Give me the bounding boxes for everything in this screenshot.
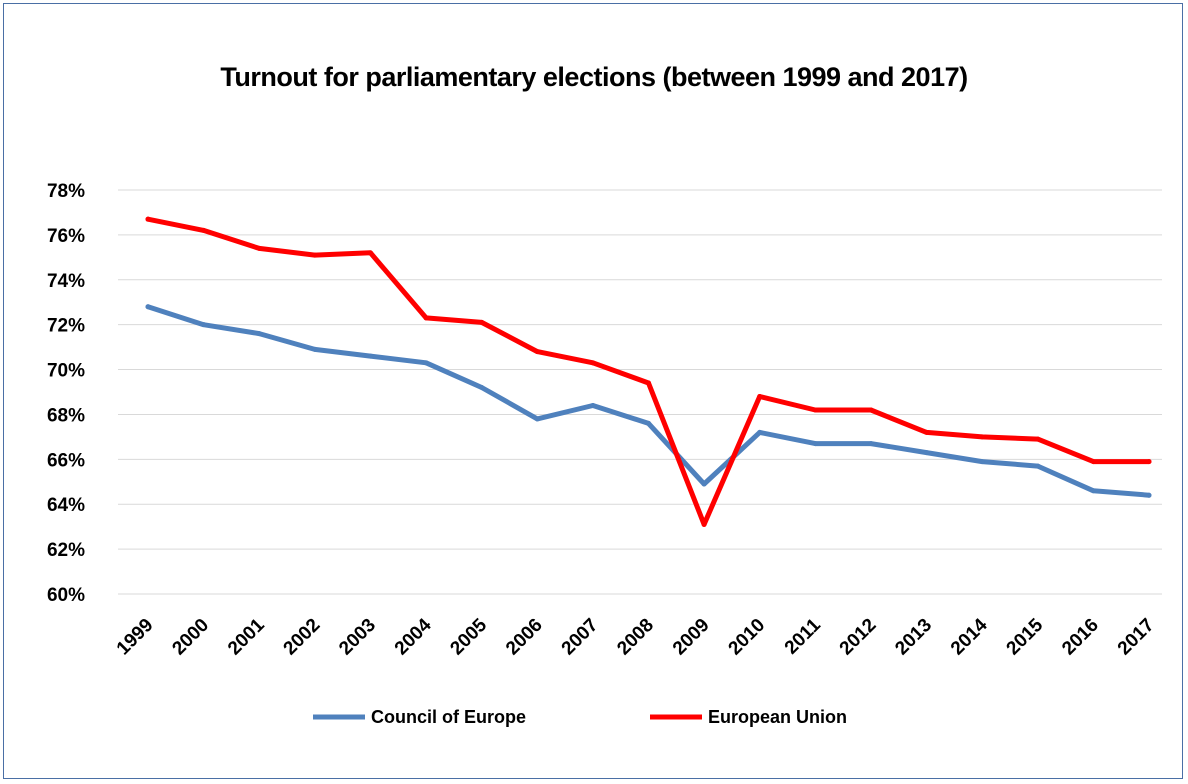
data-point <box>201 227 207 233</box>
x-tick-label: 2007 <box>558 615 603 660</box>
data-point <box>590 402 596 408</box>
y-tick-label: 64% <box>47 495 85 516</box>
data-point <box>812 407 818 413</box>
data-point <box>868 441 874 447</box>
data-point <box>757 429 763 435</box>
x-tick-label: 2014 <box>947 614 992 659</box>
y-tick-label: 78% <box>47 181 85 202</box>
data-point <box>1035 463 1041 469</box>
chart-title: Turnout for parliamentary elections (bet… <box>220 62 968 92</box>
x-tick-label: 2010 <box>725 615 770 660</box>
x-tick-label: 2011 <box>781 614 825 658</box>
data-point <box>479 319 485 325</box>
x-tick-label: 2006 <box>502 615 547 660</box>
x-tick-label: 2001 <box>224 614 269 659</box>
data-point <box>1035 436 1041 442</box>
series-line-1 <box>145 216 1152 527</box>
data-point <box>924 429 930 435</box>
y-tick-label: 62% <box>47 540 85 561</box>
data-point <box>924 450 930 456</box>
data-point <box>534 416 540 422</box>
data-point <box>701 521 707 527</box>
legend: Council of Europe European Union <box>313 707 847 727</box>
data-point <box>701 481 707 487</box>
gridlines <box>118 189 1162 595</box>
x-tick-label: 2005 <box>446 614 491 659</box>
x-tick-label: 2004 <box>391 614 436 659</box>
data-point <box>479 385 485 391</box>
y-tick-label: 70% <box>47 361 85 382</box>
y-tick-label: 66% <box>47 450 85 471</box>
data-point <box>367 353 373 359</box>
data-point <box>423 360 429 366</box>
data-point <box>979 434 985 440</box>
chart-frame <box>3 3 1183 779</box>
x-tick-label: 2012 <box>836 615 881 660</box>
data-point <box>145 216 151 222</box>
data-point <box>1146 492 1152 498</box>
x-tick-label: 2009 <box>669 615 714 660</box>
x-tick-label: 1999 <box>113 615 158 660</box>
data-point <box>812 441 818 447</box>
data-point <box>1090 459 1096 465</box>
data-point <box>1146 459 1152 465</box>
y-tick-label: 68% <box>47 405 85 426</box>
data-point <box>868 407 874 413</box>
data-point <box>534 349 540 355</box>
x-axis-ticks: 1999 2000 2001 2002 2003 2004 2005 2006 2007 2008… <box>113 614 1159 659</box>
x-tick-label: 2008 <box>613 615 658 660</box>
y-axis-ticks: 60% 62% 64% 66% 68% 70% 72% 74% 76% 78% <box>47 181 85 606</box>
data-point <box>979 459 985 465</box>
data-point <box>646 420 651 426</box>
x-tick-label: 2017 <box>1114 615 1159 660</box>
x-tick-label: 2002 <box>280 615 325 660</box>
y-tick-label: 72% <box>47 316 85 337</box>
y-tick-label: 74% <box>47 271 85 292</box>
data-point <box>256 331 262 337</box>
data-point <box>256 245 262 251</box>
data-point <box>201 322 207 328</box>
data-point <box>757 393 763 399</box>
data-point <box>1090 488 1096 494</box>
data-point <box>367 250 373 256</box>
x-tick-label: 2003 <box>335 615 380 660</box>
series-line-0 <box>145 304 1152 498</box>
x-tick-label: 2015 <box>1003 614 1048 659</box>
x-tick-label: 2013 <box>891 615 936 660</box>
data-point <box>423 315 429 321</box>
y-tick-label: 60% <box>47 585 85 606</box>
data-point <box>312 346 318 352</box>
data-point <box>145 304 151 310</box>
data-point <box>590 360 596 366</box>
data-point <box>312 252 318 258</box>
legend-label: Council of Europe <box>371 707 526 727</box>
legend-label: European Union <box>708 707 847 727</box>
y-tick-label: 76% <box>47 226 85 247</box>
series-lines <box>145 216 1152 527</box>
x-tick-label: 2016 <box>1058 615 1103 660</box>
data-point <box>646 380 651 386</box>
x-tick-label: 2000 <box>168 615 213 660</box>
